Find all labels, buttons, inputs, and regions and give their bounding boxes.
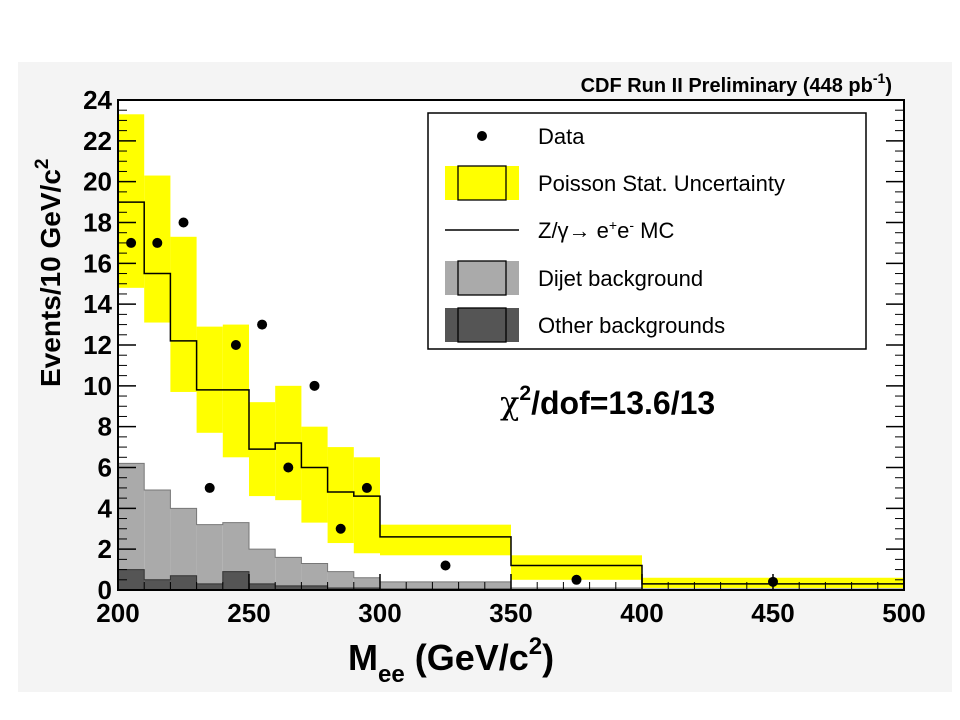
y-tick-label: 16 [83, 248, 112, 278]
other-background-bar [275, 585, 302, 590]
legend-dijet-swatch-line [457, 260, 507, 296]
x-tick-label: 300 [358, 598, 401, 628]
data-point [335, 523, 346, 534]
other-background-bar [170, 575, 197, 590]
dijet-background-bar [249, 549, 276, 590]
legend-unc-swatch-line [457, 165, 507, 201]
uncertainty-band-bar [170, 236, 197, 392]
legend-unc-swatch [445, 166, 519, 200]
data-point [571, 574, 582, 585]
legend-mc-sup1: + [609, 217, 617, 233]
dijet-background-bar [353, 577, 380, 590]
data-point [257, 319, 268, 330]
data-point [440, 560, 451, 571]
x-tick-label: 350 [489, 598, 532, 628]
other-background-bar [118, 569, 145, 590]
data-point [204, 482, 215, 493]
legend-other-swatch [445, 308, 519, 342]
x-tick-label: 250 [227, 598, 270, 628]
dijet-background-bar [118, 463, 145, 590]
chart-title-sup: -1 [873, 70, 886, 86]
y-tick-label: 4 [98, 493, 113, 523]
y-tick-label: 0 [98, 575, 112, 605]
x-tick-label: 500 [882, 598, 925, 628]
y-axis-label: Events/10 GeV/c2 [32, 159, 66, 387]
dijet-background-bar [327, 571, 354, 590]
x-axis-label-sub: ee [378, 661, 405, 688]
y-tick-label: 22 [83, 126, 112, 156]
data-point [178, 217, 189, 228]
data-point [309, 380, 320, 391]
y-tick-label: 24 [83, 85, 112, 115]
mc-line-group [117, 201, 905, 590]
y-tick-label: 20 [83, 167, 112, 197]
other-background-bar [249, 583, 276, 590]
uncertainty-band-bar [144, 175, 171, 323]
legend-dijet-label: Dijet background [538, 266, 703, 291]
legend-mc-mid: e [617, 218, 629, 243]
uncertainty-band-bar [353, 457, 380, 554]
chart-title-end: ) [885, 75, 892, 97]
axis-ticks-group [117, 99, 905, 591]
y-tick-label: 14 [83, 289, 112, 319]
other-background-bar [301, 585, 328, 590]
data-points-group [126, 217, 778, 587]
y-tick-label: 8 [98, 412, 112, 442]
dijet-background-bar [196, 524, 223, 590]
legend-mc-label: Z/γ→ e+e- MC [538, 217, 674, 243]
dijet-background-bar [144, 489, 171, 590]
mc-step-line [117, 201, 905, 590]
x-tick-label: 450 [751, 598, 794, 628]
legend-unc-label: Poisson Stat. Uncertainty [538, 171, 785, 196]
uncertainty-band-bar [196, 326, 223, 433]
x-axis-label: Mee (GeV/c2) [348, 633, 554, 688]
legend-mc-sup2: - [629, 217, 634, 233]
dijet-background-bar [380, 581, 511, 590]
y-tick-label: 2 [98, 534, 112, 564]
data-point [126, 237, 137, 248]
tick-labels-group: 200 250 300 350 400 450 5000246810121416182022… [83, 85, 926, 628]
data-point [361, 482, 372, 493]
legend: Data Poisson Stat. Uncertainty Z/γ→ e+e-… [427, 112, 867, 350]
y-axis-label-sup: 2 [32, 159, 53, 170]
other-background-bar [327, 587, 354, 590]
data-point [283, 462, 294, 473]
x-tick-label: 400 [620, 598, 663, 628]
x-axis-label-sup: 2 [529, 633, 542, 660]
legend-mc-end: MC [634, 218, 674, 243]
other-background-bar [144, 579, 171, 590]
other-background-bar [353, 587, 380, 590]
y-tick-label: 12 [83, 330, 112, 360]
other-background-bar [196, 583, 223, 590]
x-tick-label: 200 [96, 598, 139, 628]
data-point [152, 237, 163, 248]
chart-title: CDF Run II Preliminary (448 pb-1) [581, 70, 892, 97]
chi2-annotation-end: /dof=13.6/13 [531, 385, 715, 421]
dijet-background-bar [511, 587, 642, 590]
other-background-bar [222, 571, 249, 590]
x-axis-label-end: ) [542, 637, 554, 678]
legend-other-label: Other backgrounds [538, 313, 725, 338]
legend-data-marker [477, 131, 487, 141]
uncertainty-band-bar [118, 114, 145, 288]
y-tick-label: 18 [83, 208, 112, 238]
legend-other-swatch-line [457, 307, 507, 343]
dijet-background-bar [275, 557, 302, 590]
legend-data-label: Data [538, 124, 585, 149]
uncertainty-band-bar [301, 426, 328, 523]
y-tick-label: 6 [98, 453, 112, 483]
legend-dijet-swatch [445, 261, 519, 295]
x-axis-label-rest: (GeV/c [405, 637, 529, 678]
y-tick-label: 10 [83, 371, 112, 401]
chi2-annotation-sup: 2 [519, 382, 531, 405]
data-point [230, 340, 241, 350]
chi2-annotation: χ2/dof=13.6/13 [500, 382, 715, 422]
uncertainty-band-bar [380, 524, 511, 556]
